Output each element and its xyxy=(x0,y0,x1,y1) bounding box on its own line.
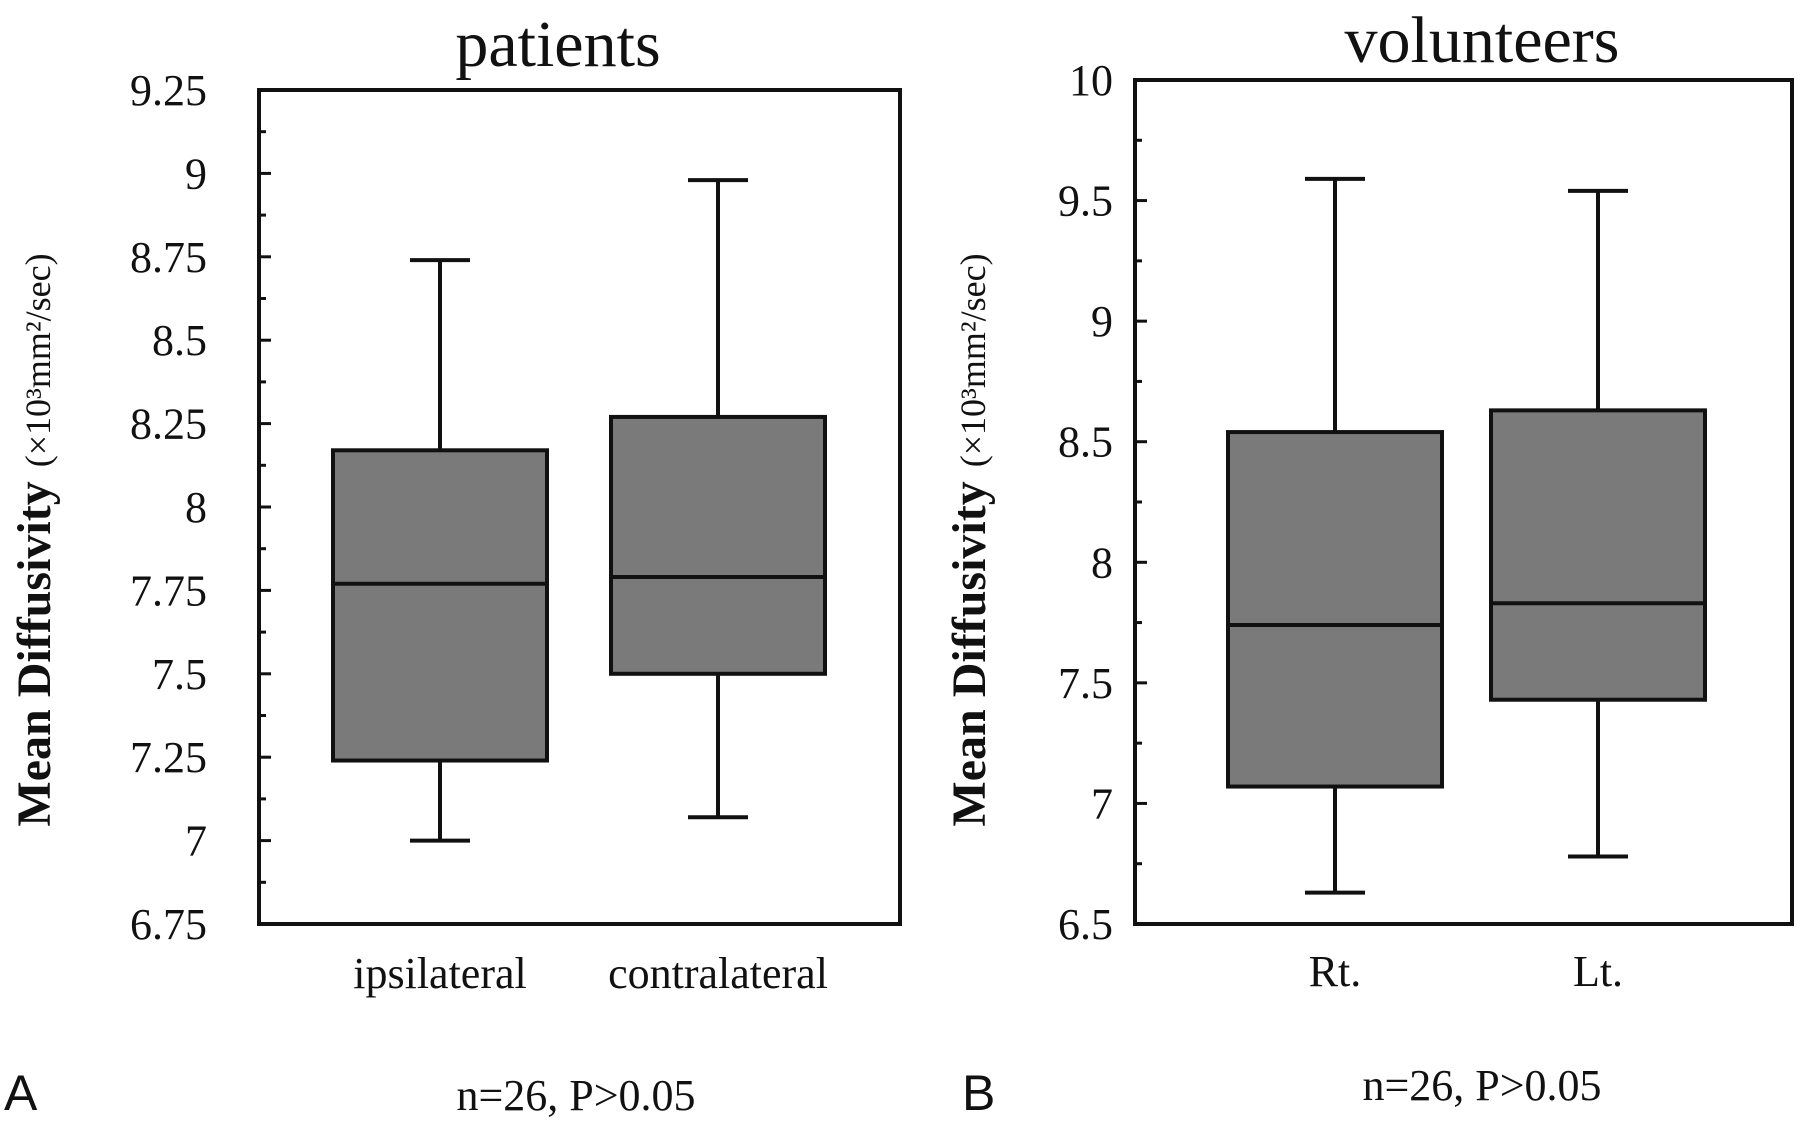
box-lt xyxy=(1489,188,1707,859)
box-ipsilateral xyxy=(331,258,549,843)
x-category-label: Lt. xyxy=(1573,947,1623,996)
y-axis-label-main: Mean Diffusivity xyxy=(8,481,61,826)
y-tick-label: 8 xyxy=(1091,538,1113,587)
interquartile-box xyxy=(609,414,827,676)
y-tick-label: 7.5 xyxy=(1058,659,1113,708)
footnote: n=26, P>0.05 xyxy=(1362,1061,1601,1110)
box-contralateral xyxy=(609,178,827,820)
panel-b: volunteers B n=26, P>0.05 Mean Diffusivi… xyxy=(943,4,1794,1121)
boxes xyxy=(331,178,827,843)
x-category-label: contralateral xyxy=(608,949,828,998)
y-tick-label: 9.25 xyxy=(130,66,207,115)
y-tick-label: 7.25 xyxy=(130,733,207,782)
y-axis-label: Mean Diffusivity (×10³mm²/sec) xyxy=(943,253,996,826)
x-axis-categories: Rt. Lt. xyxy=(1309,947,1623,996)
y-tick-label: 7.5 xyxy=(152,650,207,699)
plot-frame xyxy=(257,88,902,926)
panel-title: volunteers xyxy=(1345,4,1620,77)
y-tick-label: 8.25 xyxy=(130,400,207,449)
footnote: n=26, P>0.05 xyxy=(456,1071,695,1120)
y-tick-label: 8 xyxy=(185,483,207,532)
y-axis-label-unit: (×10³mm²/sec) xyxy=(18,253,58,467)
panel-a: patients A n=26, P>0.05 Mean Diffusivity… xyxy=(4,8,902,1121)
panel-title: patients xyxy=(455,8,660,81)
interquartile-box xyxy=(1226,430,1444,789)
x-category-label: ipsilateral xyxy=(353,949,527,998)
y-tick-label: 7 xyxy=(1091,779,1113,828)
panel-letter: A xyxy=(4,1065,38,1121)
plot-frame xyxy=(1133,78,1794,926)
y-tick-label: 6.5 xyxy=(1058,900,1113,949)
interquartile-box xyxy=(1489,408,1707,702)
y-tick-label: 6.75 xyxy=(130,900,207,949)
x-axis-categories: ipsilateral contralateral xyxy=(353,949,828,998)
y-axis-ticks: 6.75 7 7.25 7.5 7.75 8 8.25 8.5 8.75 9 9.25 xyxy=(130,66,271,949)
boxes xyxy=(1226,176,1707,895)
y-tick-label: 7 xyxy=(185,817,207,866)
y-tick-label: 8.5 xyxy=(1058,418,1113,467)
y-axis-label: Mean Diffusivity (×10³mm²/sec) xyxy=(8,253,61,826)
y-axis-ticks: 6.5 7 7.5 8 8.5 9 9.5 10 xyxy=(1058,56,1147,949)
y-tick-label: 8.75 xyxy=(130,233,207,282)
x-category-label: Rt. xyxy=(1309,947,1362,996)
panel-letter: B xyxy=(962,1065,995,1121)
box-rt xyxy=(1226,176,1444,895)
y-tick-label: 10 xyxy=(1069,56,1113,105)
y-axis-label-main: Mean Diffusivity xyxy=(943,481,996,826)
y-tick-label: 7.75 xyxy=(130,566,207,615)
y-tick-label: 9 xyxy=(1091,297,1113,346)
interquartile-box xyxy=(331,448,549,763)
y-tick-label: 9.5 xyxy=(1058,177,1113,226)
y-tick-label: 9 xyxy=(185,149,207,198)
y-axis-label-unit: (×10³mm²/sec) xyxy=(953,253,993,467)
y-tick-label: 8.5 xyxy=(152,316,207,365)
